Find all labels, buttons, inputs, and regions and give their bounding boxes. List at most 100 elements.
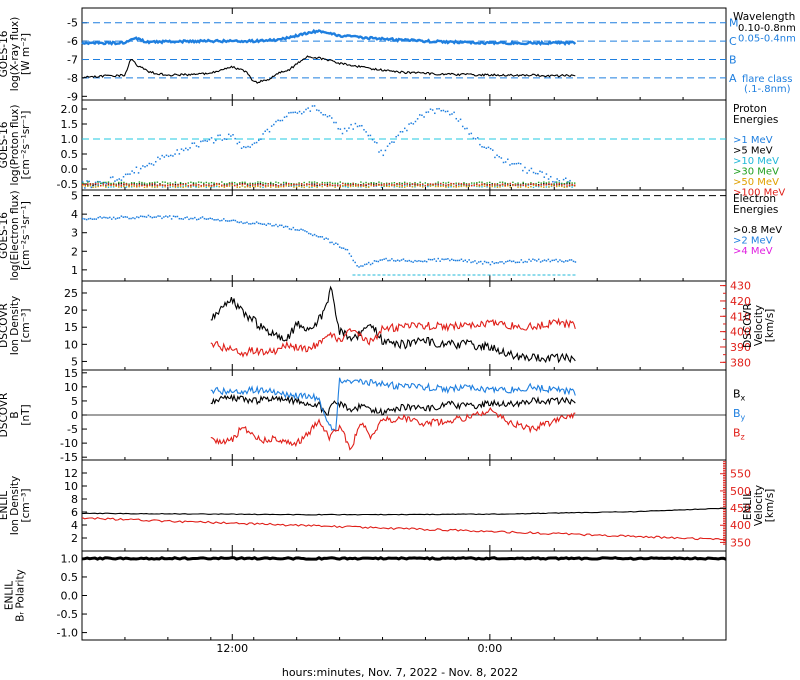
data-point xyxy=(99,216,101,218)
data-point xyxy=(112,182,115,184)
data-point xyxy=(460,258,463,261)
data-point xyxy=(476,137,479,139)
data-point xyxy=(322,114,324,116)
data-point xyxy=(344,182,347,185)
data-point xyxy=(122,216,125,218)
data-point xyxy=(122,176,125,178)
y-axis-label: ENLILBᵣ Polarity xyxy=(4,569,27,622)
data-point xyxy=(143,186,146,189)
data-point xyxy=(424,182,427,184)
data-point xyxy=(398,260,401,262)
data-point xyxy=(89,183,92,185)
data-point xyxy=(481,186,483,188)
data-point xyxy=(107,182,110,185)
data-point xyxy=(512,260,515,262)
data-point xyxy=(254,185,256,188)
data-point xyxy=(129,173,131,175)
data-point xyxy=(329,183,331,185)
data-point xyxy=(466,127,468,130)
data-point xyxy=(365,186,367,188)
data-point xyxy=(516,261,519,264)
data-point xyxy=(259,185,262,187)
data-point xyxy=(125,184,128,186)
data-point xyxy=(442,183,445,186)
data-point xyxy=(414,120,417,123)
data-point xyxy=(485,261,488,264)
data-point xyxy=(285,183,287,185)
data-point xyxy=(219,134,221,136)
data-point xyxy=(375,260,378,263)
data-point xyxy=(434,185,437,188)
data-point xyxy=(217,134,219,137)
data-point xyxy=(537,186,540,188)
data-point xyxy=(509,182,512,185)
data-line xyxy=(210,377,576,432)
data-point xyxy=(535,185,537,187)
data-point xyxy=(419,114,421,116)
data-point xyxy=(574,182,576,184)
data-point xyxy=(470,182,473,184)
data-point xyxy=(131,170,133,172)
data-point xyxy=(238,141,241,144)
data-point xyxy=(534,172,537,175)
data-point xyxy=(265,224,268,226)
data-point xyxy=(367,183,370,186)
data-point xyxy=(492,149,494,151)
data-point xyxy=(130,186,133,188)
data-point xyxy=(440,184,442,187)
data-point xyxy=(553,183,555,185)
data-point xyxy=(308,232,310,235)
data-point xyxy=(313,181,316,183)
y-tick-label: 5 xyxy=(71,395,78,408)
data-point xyxy=(528,258,530,261)
data-point xyxy=(161,217,163,220)
data-point xyxy=(303,111,305,113)
data-point xyxy=(555,258,557,261)
data-point xyxy=(519,185,522,187)
data-point xyxy=(456,259,459,262)
data-point xyxy=(148,162,151,165)
data-point xyxy=(179,182,182,184)
data-point xyxy=(102,185,105,187)
data-point xyxy=(148,184,151,186)
data-point xyxy=(549,175,552,178)
data-point xyxy=(101,182,103,184)
data-point xyxy=(192,217,194,220)
data-point xyxy=(397,134,400,137)
data-point xyxy=(112,186,115,188)
data-point xyxy=(101,217,103,219)
data-point xyxy=(373,182,375,184)
y-tick-label: 4 xyxy=(71,519,78,532)
data-point xyxy=(277,182,280,184)
data-point xyxy=(132,217,134,219)
data-point xyxy=(514,184,517,187)
data-point xyxy=(545,186,548,188)
data-point xyxy=(350,255,353,257)
data-point xyxy=(156,184,159,187)
data-point xyxy=(272,183,275,185)
data-point xyxy=(373,183,375,185)
data-point xyxy=(454,259,457,262)
y-axis-label-line: ENLIL xyxy=(4,581,16,610)
data-point xyxy=(383,183,385,185)
data-point xyxy=(116,217,119,219)
data-point xyxy=(491,185,493,188)
data-point xyxy=(99,181,101,183)
data-point xyxy=(258,139,260,142)
data-point xyxy=(412,261,414,263)
data-point xyxy=(550,185,553,188)
data-point xyxy=(290,228,293,231)
data-point xyxy=(133,185,135,188)
data-point xyxy=(326,115,329,118)
data-point xyxy=(451,113,453,115)
data-point xyxy=(308,186,311,188)
y-axis-label: GOES-16log(X-ray flux)[W m⁻²] xyxy=(0,17,32,91)
data-point xyxy=(182,149,185,152)
y-axis-label: ENLILIon Density[cm⁻³] xyxy=(0,476,32,535)
data-point xyxy=(491,183,493,185)
data-point xyxy=(270,186,272,188)
data-point xyxy=(445,184,447,186)
data-point xyxy=(136,216,138,218)
data-point xyxy=(118,181,120,184)
